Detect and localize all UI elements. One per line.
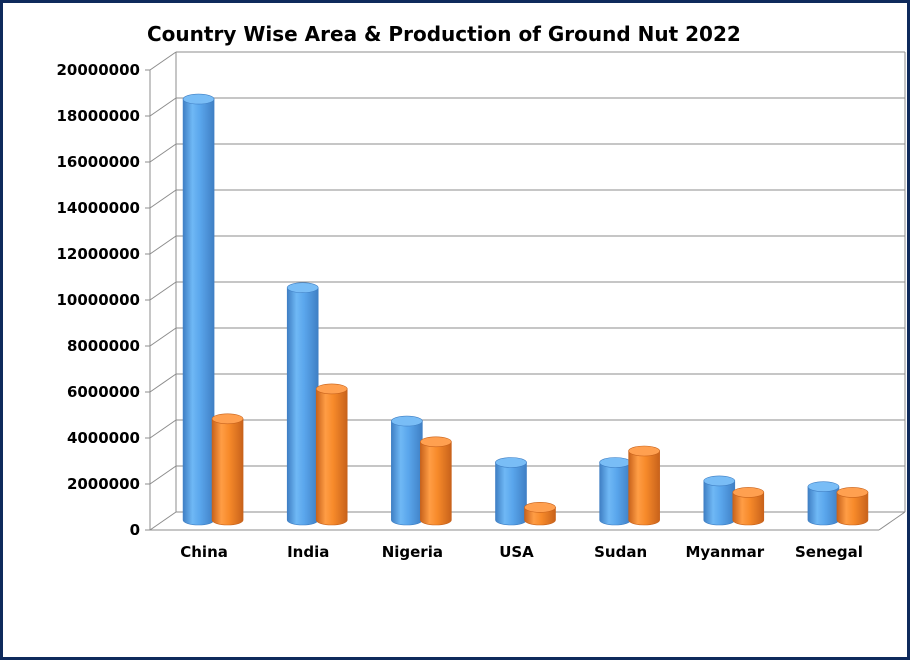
- side-wall-line: [149, 97, 177, 117]
- side-wall-line: [149, 373, 177, 393]
- bar-nigeria-series-2: [420, 441, 452, 526]
- side-wall-line: [149, 143, 177, 163]
- floor-right-edge: [878, 511, 906, 531]
- bar-sudan-series-2: [628, 450, 660, 526]
- bar-nigeria-series-1: [391, 420, 423, 526]
- bar-top-sudan-series-1: [599, 457, 631, 468]
- bar-top-myanmar-series-1: [703, 475, 736, 487]
- bar-top-nigeria-series-1: [391, 415, 423, 427]
- y-tick-label: 0: [130, 521, 140, 539]
- bar-top-senegal-series-1: [807, 481, 840, 492]
- chart-title: Country Wise Area & Production of Ground…: [147, 22, 741, 46]
- y-tick-label: 4000000: [67, 429, 140, 447]
- y-tick-label: 12000000: [57, 245, 141, 263]
- bar-top-china-series-2: [211, 413, 244, 425]
- y-tick-label: 8000000: [67, 337, 140, 355]
- y-tick-label: 18000000: [57, 107, 141, 125]
- side-wall-line: [149, 511, 177, 531]
- x-tick-label: China: [180, 543, 228, 561]
- side-wall-line: [149, 235, 177, 255]
- x-tick-label: Senegal: [795, 543, 863, 561]
- side-wall-line: [149, 327, 177, 347]
- bar-top-senegal-series-2: [836, 487, 869, 498]
- bar-top-usa-series-2: [524, 502, 556, 513]
- side-wall-line: [149, 51, 177, 71]
- bar-top-myanmar-series-2: [732, 487, 765, 498]
- bar-top-china-series-1: [182, 93, 215, 105]
- bar-india-series-2: [315, 388, 348, 526]
- x-tick-label: Sudan: [594, 543, 647, 561]
- bar-top-nigeria-series-2: [420, 436, 452, 448]
- bar-top-india-series-1: [286, 282, 319, 294]
- x-tick-label: India: [287, 543, 329, 561]
- y-tick-label: 20000000: [57, 61, 141, 79]
- y-tick-label: 14000000: [57, 199, 141, 217]
- bar-myanmar-series-2: [732, 492, 765, 526]
- y-tick-label: 6000000: [67, 383, 140, 401]
- bar-top-sudan-series-2: [628, 445, 660, 457]
- bar-top-usa-series-1: [495, 457, 527, 468]
- bar-senegal-series-2: [836, 492, 869, 526]
- y-tick-label: 2000000: [67, 475, 140, 493]
- x-tick-label: Myanmar: [685, 543, 764, 561]
- side-wall-line: [149, 465, 177, 485]
- bar-senegal-series-1: [807, 486, 840, 526]
- bar-usa-series-1: [495, 462, 527, 526]
- bar-top-india-series-2: [315, 383, 348, 395]
- x-tick-label: USA: [499, 543, 534, 561]
- y-tick-label: 16000000: [57, 153, 141, 171]
- side-wall-line: [149, 189, 177, 209]
- y-tick-label: 10000000: [57, 291, 141, 309]
- bar-china-series-2: [211, 418, 244, 526]
- bar-china-series-1: [182, 98, 215, 526]
- bar-sudan-series-1: [599, 462, 631, 526]
- bar-myanmar-series-1: [703, 480, 736, 526]
- bar-india-series-1: [286, 287, 319, 526]
- side-wall-line: [149, 419, 177, 439]
- x-tick-label: Nigeria: [382, 543, 443, 561]
- side-wall-line: [149, 281, 177, 301]
